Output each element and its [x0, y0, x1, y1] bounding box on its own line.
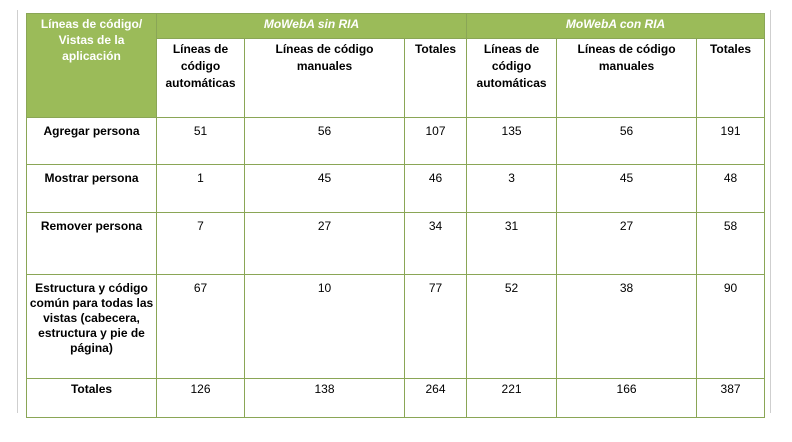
table-row: Estructura y código común para todas las… [26, 274, 766, 379]
cell: 48 [696, 164, 766, 213]
cell: 3 [466, 164, 558, 213]
table-row: Agregar persona 51 56 107 135 56 191 [26, 117, 766, 165]
cell: 166 [556, 378, 698, 418]
table-row: Mostrar persona 1 45 46 3 45 48 [26, 164, 766, 213]
subheader-manual-1: Líneas de código manuales [244, 38, 405, 118]
cell: 56 [244, 117, 405, 165]
subheader-auto-2: Líneas de código automáticas [466, 38, 558, 118]
cell: 7 [156, 212, 245, 275]
group-header-sin-ria: MoWebA sin RIA [155, 13, 468, 39]
row-label: Mostrar persona [26, 164, 157, 213]
cell: 51 [156, 117, 245, 165]
cell: 1 [156, 164, 245, 213]
corner-header: Líneas de código/ Vistas de la aplicació… [26, 13, 157, 118]
cell: 34 [403, 212, 468, 275]
cell: 10 [244, 274, 405, 379]
cell: 56 [556, 117, 698, 165]
cell: 52 [466, 274, 558, 379]
cell: 77 [403, 274, 468, 379]
cell: 67 [156, 274, 245, 379]
code-lines-table: Líneas de código/ Vistas de la aplicació… [26, 13, 766, 418]
subheader-auto-1: Líneas de código automáticas [156, 38, 245, 118]
cell: 38 [556, 274, 698, 379]
cell: 191 [696, 117, 766, 165]
row-label: Totales [26, 378, 157, 418]
cell: 138 [244, 378, 405, 418]
cell: 31 [466, 212, 558, 275]
table-row: Remover persona 7 27 34 31 27 58 [26, 212, 766, 275]
cell: 126 [156, 378, 245, 418]
cell: 387 [696, 378, 766, 418]
cell: 27 [556, 212, 698, 275]
subheader-manual-2: Líneas de código manuales [556, 38, 698, 118]
cell: 264 [403, 378, 468, 418]
cell: 107 [403, 117, 468, 165]
cell: 45 [556, 164, 698, 213]
cell: 27 [244, 212, 405, 275]
cell: 135 [466, 117, 558, 165]
subheader-total-1: Totales [403, 38, 468, 118]
cell: 90 [696, 274, 766, 379]
cell: 58 [696, 212, 766, 275]
cell: 45 [244, 164, 405, 213]
group-header-con-ria: MoWebA con RIA [466, 13, 766, 39]
totals-row: Totales 126 138 264 221 166 387 [26, 378, 766, 418]
cell: 46 [403, 164, 468, 213]
page-frame [17, 10, 771, 413]
row-label: Estructura y código común para todas las… [26, 274, 157, 379]
row-label: Agregar persona [26, 117, 157, 165]
row-label: Remover persona [26, 212, 157, 275]
cell: 221 [466, 378, 558, 418]
subheader-total-2: Totales [696, 38, 766, 118]
